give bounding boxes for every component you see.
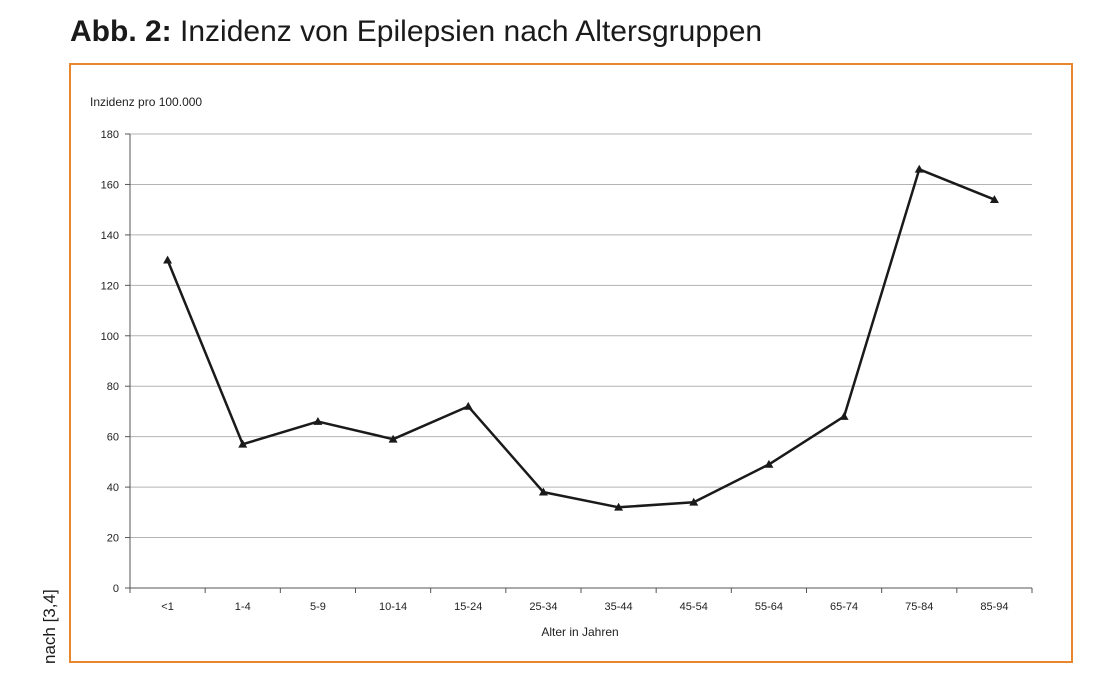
figure-title: Abb. 2: Inzidenz von Epilepsien nach Alt… xyxy=(70,12,762,52)
data-point-marker xyxy=(163,255,173,264)
data-point-marker xyxy=(839,411,849,420)
data-point-marker xyxy=(463,401,473,410)
data-point-marker xyxy=(238,439,248,448)
y-tick-label: 0 xyxy=(113,583,119,595)
data-point-marker xyxy=(313,417,323,425)
x-tick-label: 25-34 xyxy=(529,601,557,613)
data-point-marker xyxy=(388,434,398,443)
figure-title-text: Inzidenz von Epilepsien nach Altersgrupp… xyxy=(180,15,763,48)
x-tick-label: 1-4 xyxy=(235,601,251,613)
y-tick-label: 160 xyxy=(101,179,119,191)
x-axis-label: Alter in Jahren xyxy=(541,625,618,639)
grid-lines xyxy=(130,133,1032,539)
y-tick-label: 80 xyxy=(107,381,119,393)
y-tick-label: 180 xyxy=(101,129,119,141)
y-tick-label: 100 xyxy=(101,331,119,343)
x-tick-label: 35-44 xyxy=(605,601,633,613)
x-tick-label: 55-64 xyxy=(755,601,783,613)
x-tick-labels: <1 1-4 5-9 10-14 15-24 25-34 35-44 45-54 55-64 65… xyxy=(161,601,1008,613)
x-tick-label: 75-84 xyxy=(905,601,933,613)
y-axis-label: Inzidenz pro 100.000 xyxy=(90,95,202,109)
x-tick-label: 10-14 xyxy=(379,601,407,613)
y-tick-label: 120 xyxy=(101,280,119,292)
axes xyxy=(125,133,1033,593)
x-tick-label: <1 xyxy=(161,601,174,613)
x-tick-label: 45-54 xyxy=(680,601,708,613)
y-tick-labels: 0 20 40 60 80 100 120 140 160 180 xyxy=(101,129,119,595)
series-line xyxy=(166,168,995,509)
data-point-marker xyxy=(914,164,924,173)
data-point-marker xyxy=(689,497,699,506)
chart-frame xyxy=(69,63,1073,663)
data-point-marker xyxy=(538,487,548,496)
y-tick-label: 20 xyxy=(107,533,119,545)
x-tick-label: 5-9 xyxy=(310,601,326,613)
x-tick-label: 15-24 xyxy=(454,601,482,613)
x-tick-label: 85-94 xyxy=(980,601,1008,613)
data-point-marker xyxy=(989,195,999,203)
figure-label: Abb. 2: xyxy=(70,15,172,48)
data-point-marker xyxy=(614,502,624,511)
y-tick-label: 60 xyxy=(107,432,119,444)
x-tick-label: 65-74 xyxy=(830,601,858,613)
y-tick-label: 140 xyxy=(101,230,119,242)
y-tick-label: 40 xyxy=(107,482,119,494)
data-point-marker xyxy=(764,459,774,468)
series xyxy=(163,164,999,511)
